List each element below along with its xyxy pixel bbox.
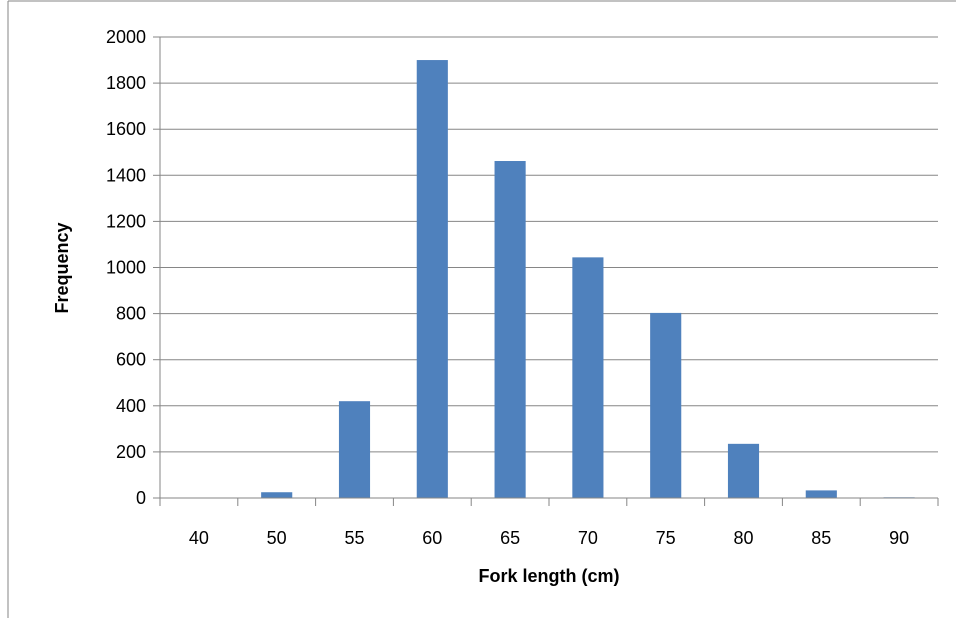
y-tick-label: 400 (116, 396, 146, 416)
x-tick-label: 85 (811, 528, 831, 548)
bar-60 (416, 60, 448, 499)
x-tick-label: 65 (500, 528, 520, 548)
x-tick-label: 70 (578, 528, 598, 548)
y-tick-label: 200 (116, 442, 146, 462)
y-axis-title: Frequency (52, 222, 72, 313)
x-axis-title: Fork length (cm) (478, 566, 619, 586)
x-tick-label: 40 (189, 528, 209, 548)
y-tick-label: 2000 (106, 27, 146, 47)
y-tick-label: 1400 (106, 165, 146, 185)
axes (159, 37, 939, 506)
y-tick-label: 1000 (106, 258, 146, 278)
x-tick-label: 75 (656, 528, 676, 548)
bar-50 (261, 492, 293, 498)
y-tick-labels: 0 200 400 600 800 1000 1200 1400 1600 1800 2000 (106, 27, 146, 508)
x-tick-label: 80 (733, 528, 753, 548)
bar-55 (338, 401, 371, 498)
x-tick-label: 90 (889, 528, 909, 548)
bar-70 (572, 257, 604, 498)
y-tick-label: 0 (136, 488, 146, 508)
y-tick-label: 600 (116, 350, 146, 370)
y-tick-label: 800 (116, 304, 146, 324)
x-tick-label: 55 (344, 528, 364, 548)
bar-75 (650, 312, 682, 498)
bar-80 (727, 443, 760, 498)
x-tick-label: 60 (422, 528, 442, 548)
bar-65 (494, 161, 526, 498)
y-tick-label: 1200 (106, 211, 146, 231)
gridlines (153, 36, 938, 499)
x-tick-label: 50 (267, 528, 287, 548)
y-tick-label: 1800 (106, 73, 146, 93)
bars (261, 60, 915, 499)
bar-85 (805, 490, 837, 498)
y-tick-label: 1600 (106, 119, 146, 139)
x-tick-labels: 40 50 55 60 65 70 75 80 85 90 (189, 528, 909, 548)
